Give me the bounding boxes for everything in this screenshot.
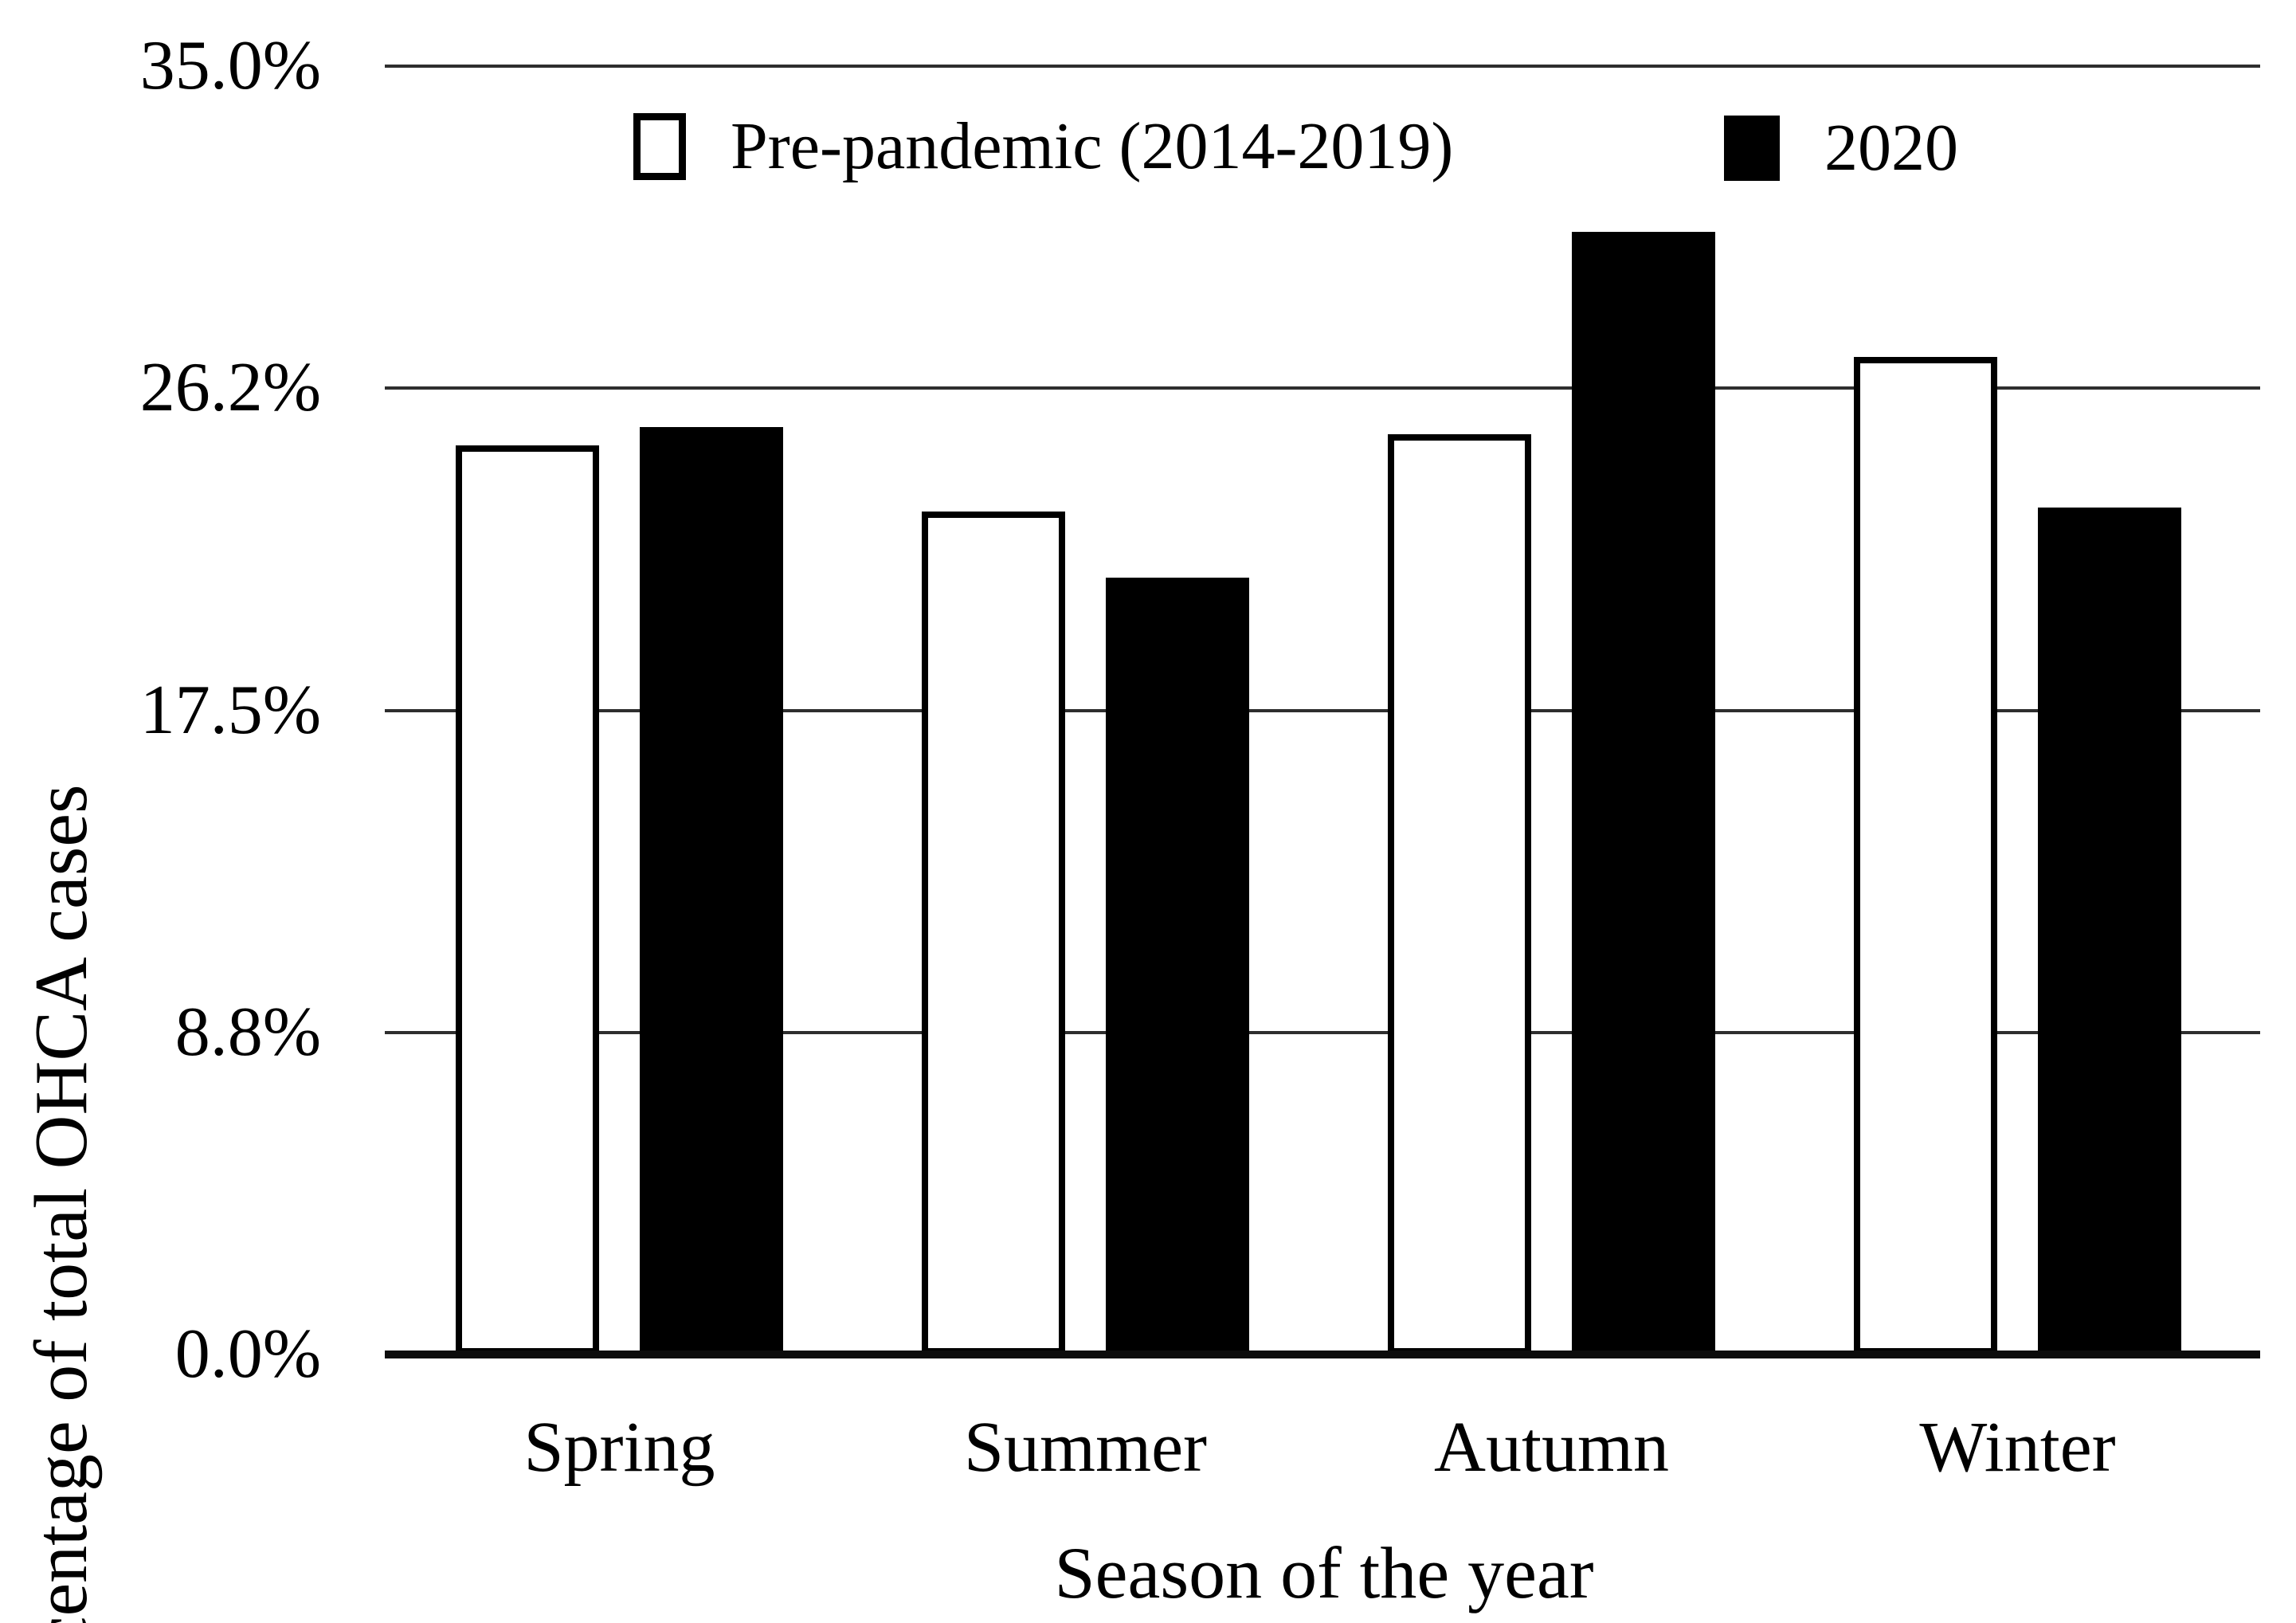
gridline [385, 1030, 2260, 1034]
y-tick-label: 8.8% [174, 993, 321, 1071]
x-axis-line [385, 1351, 2260, 1358]
x-category-label-spring: Spring [523, 1408, 715, 1487]
legend-swatch-2020 [1724, 116, 1780, 181]
gridline [385, 386, 2260, 390]
legend-swatch-prepandemic [633, 113, 686, 180]
bar-2020-winter [2038, 508, 2181, 1354]
legend-item-2020: 2020 [1724, 115, 1958, 182]
bar-prepandemic-summer [922, 512, 1065, 1354]
legend-label-2020: 2020 [1824, 111, 1958, 185]
legend-item-prepandemic: Pre-pandemic (2014-2019) [633, 113, 1453, 180]
bar-2020-summer [1106, 578, 1249, 1354]
y-tick-label: 35.0% [139, 27, 321, 104]
gridline [385, 708, 2260, 712]
y-tick-label: 26.2% [139, 349, 321, 427]
x-axis-title: Season of the year [1054, 1532, 1594, 1613]
y-tick-label: 17.5% [139, 671, 321, 749]
legend-label-prepandemic: Pre-pandemic (2014-2019) [731, 109, 1454, 183]
y-tick-label: 0.0% [174, 1315, 321, 1393]
bar-prepandemic-autumn [1388, 434, 1531, 1354]
bar-prepandemic-spring [456, 445, 599, 1354]
bar-2020-spring [640, 426, 783, 1354]
bar-prepandemic-winter [1854, 356, 1997, 1354]
bar-2020-autumn [1572, 231, 1715, 1354]
x-category-label-autumn: Autumn [1433, 1408, 1670, 1487]
x-category-label-winter: Winter [1919, 1408, 2116, 1487]
y-axis-title: Percentage of total OHCA cases [20, 784, 103, 1623]
x-category-label-summer: Summer [964, 1408, 1207, 1487]
gridline [385, 65, 2260, 68]
